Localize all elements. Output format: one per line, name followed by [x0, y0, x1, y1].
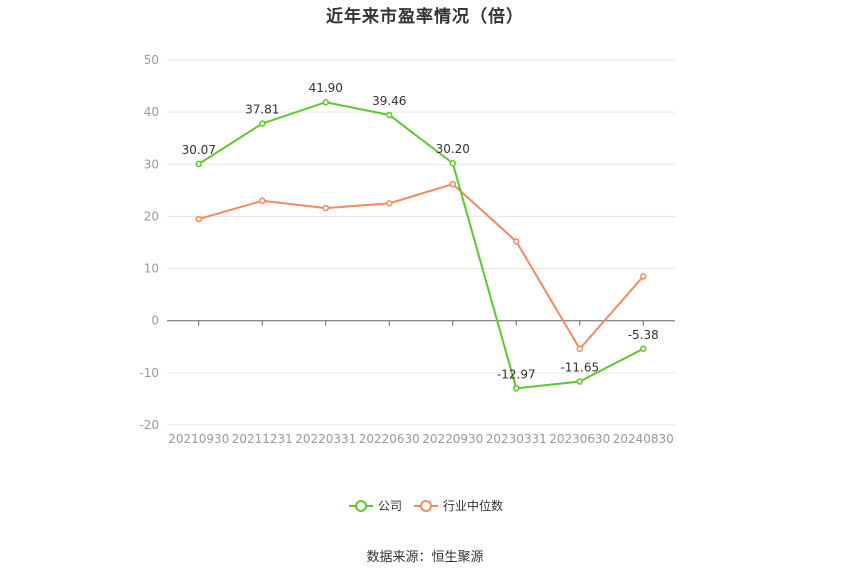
data-point	[259, 120, 266, 127]
data-point	[449, 180, 456, 188]
y-tick-label: 40	[144, 105, 159, 119]
series-line	[198, 183, 645, 350]
data-label: 30.20	[436, 142, 470, 156]
data-point	[386, 200, 393, 207]
data-point	[576, 378, 583, 385]
y-tick-label: 50	[144, 53, 159, 67]
data-point	[640, 345, 647, 353]
series-line	[198, 101, 644, 390]
legend-swatch-marker	[420, 500, 432, 512]
y-tick-label: 20	[144, 209, 159, 223]
y-tick-label: -20	[139, 418, 159, 432]
legend-item: 行业中位数	[414, 498, 503, 513]
data-label: 41.90	[309, 81, 343, 95]
y-tick-label: 0	[151, 314, 159, 328]
y-tick-label: 30	[144, 157, 159, 171]
data-point	[322, 98, 329, 106]
legend-swatch-marker	[355, 500, 367, 512]
data-point	[386, 111, 393, 119]
data-point	[513, 238, 520, 245]
data-point	[576, 345, 583, 353]
x-tick-label: 20210930	[168, 432, 229, 446]
y-tick-label: -10	[139, 366, 159, 380]
data-label: 37.81	[245, 103, 279, 117]
data-point	[513, 385, 520, 392]
x-tick-label: 20240830	[613, 432, 674, 446]
x-tick-label: 20220331	[295, 432, 356, 446]
x-tick-label: 20230630	[549, 432, 610, 446]
data-label: -11.65	[560, 360, 599, 374]
data-point	[259, 197, 266, 205]
x-tick-label: 20220930	[422, 432, 483, 446]
legend-label: 行业中位数	[443, 498, 503, 513]
data-label: -5.38	[628, 328, 659, 342]
legend-item: 公司	[349, 499, 402, 513]
data-label: 30.07	[182, 143, 216, 157]
legend-label: 公司	[378, 499, 402, 513]
data-label: -12.97	[497, 367, 536, 381]
data-point	[195, 160, 202, 168]
data-point	[322, 204, 329, 212]
data-point	[640, 273, 647, 280]
data-point	[449, 159, 456, 167]
x-tick-label: 20230331	[486, 432, 547, 446]
chart-title: 近年来市盈率情况（倍）	[326, 7, 524, 27]
x-tick-label: 20211231	[232, 432, 293, 446]
source-note: 数据来源：恒生聚源	[366, 550, 484, 565]
x-tick-label: 20220630	[359, 432, 420, 446]
data-point	[195, 215, 202, 223]
y-tick-label: 10	[144, 262, 159, 276]
data-label: 39.46	[372, 94, 406, 108]
